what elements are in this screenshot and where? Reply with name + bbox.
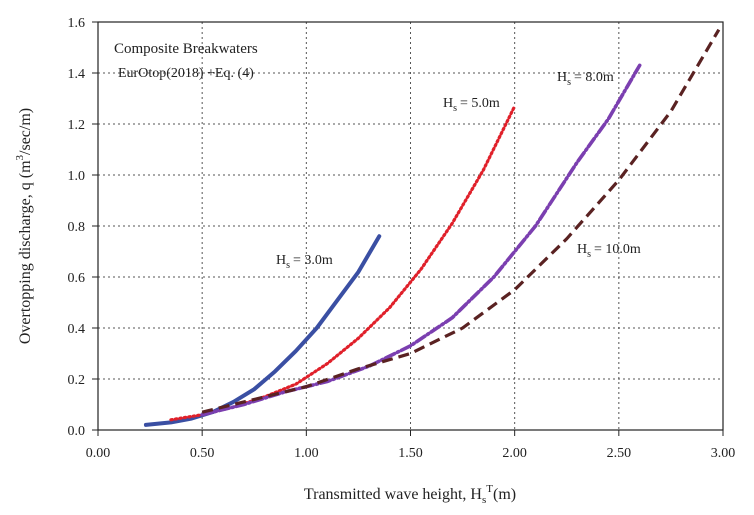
y-tick-label: 0.4 bbox=[68, 322, 86, 337]
series-line-4 bbox=[201, 28, 721, 414]
series-label-prefix: H bbox=[276, 253, 286, 268]
series-label-value: = 5.0m bbox=[460, 96, 500, 111]
series-label-3: Hs = 8.0m bbox=[557, 70, 614, 88]
series-label-value: = 8.0m bbox=[574, 70, 614, 85]
x-axis-title-unit: (m) bbox=[493, 486, 516, 503]
series-label-prefix: H bbox=[443, 96, 453, 111]
x-axis-title: Transmitted wave height, HsT(m) bbox=[304, 483, 516, 506]
series-label-1: Hs = 3.0m bbox=[276, 253, 333, 271]
series-label-prefix: H bbox=[577, 242, 587, 257]
series-label-value: = 10.0m bbox=[594, 242, 641, 257]
series-label-2: Hs = 5.0m bbox=[443, 96, 500, 114]
x-tick-label: 2.00 bbox=[502, 446, 527, 461]
y-tick-label: 0.0 bbox=[68, 424, 86, 439]
x-tick-label: 0.00 bbox=[86, 446, 111, 461]
series-label-prefix: H bbox=[557, 70, 567, 85]
y-axis-title-sup: 3 bbox=[14, 154, 26, 160]
y-axis-title-unit: /sec/m) bbox=[17, 108, 34, 155]
series-label-sub: s bbox=[453, 103, 457, 114]
annotation-method: EurOtop(2018) +Eq. (4) bbox=[118, 66, 254, 81]
x-tick-label: 1.00 bbox=[294, 446, 319, 461]
y-tick-label: 1.2 bbox=[68, 118, 86, 133]
y-tick-label: 0.6 bbox=[68, 271, 86, 286]
x-axis-title-sub: s bbox=[482, 494, 486, 506]
grid-layer bbox=[98, 22, 723, 430]
x-tick-label: 2.50 bbox=[607, 446, 632, 461]
y-axis-title-main: Overtopping discharge, q (m bbox=[17, 160, 34, 344]
x-axis-title-main: Transmitted wave height, H bbox=[304, 486, 483, 503]
series-line-3 bbox=[200, 63, 642, 417]
x-tick-label: 1.50 bbox=[398, 446, 423, 461]
x-tick-label: 3.00 bbox=[711, 446, 736, 461]
series-label-4: Hs = 10.0m bbox=[577, 242, 641, 260]
y-tick-label: 1.0 bbox=[68, 169, 86, 184]
y-tick-label: 0.2 bbox=[68, 373, 86, 388]
x-tick-label: 0.50 bbox=[190, 446, 215, 461]
y-tick-label: 0.8 bbox=[68, 220, 86, 235]
y-tick-label: 1.6 bbox=[68, 16, 86, 31]
tick-layer: 0.00 0.50 1.00 1.50 2.00 2.50 3.00 0.0 0.2 0.4 0.6… bbox=[68, 16, 736, 461]
series-label-value: = 3.0m bbox=[293, 253, 333, 268]
annotation-title: Composite Breakwaters bbox=[114, 41, 258, 57]
curve-layer bbox=[143, 28, 721, 427]
series-label-sub: s bbox=[567, 77, 571, 88]
series-label-sub: s bbox=[286, 260, 290, 271]
y-axis-title: Overtopping discharge, q (m3/sec/m) bbox=[14, 108, 34, 344]
series-line-1 bbox=[143, 234, 382, 427]
y-tick-label: 1.4 bbox=[68, 67, 86, 82]
x-axis-title-sup: T bbox=[486, 483, 493, 495]
series-label-sub: s bbox=[587, 249, 591, 260]
